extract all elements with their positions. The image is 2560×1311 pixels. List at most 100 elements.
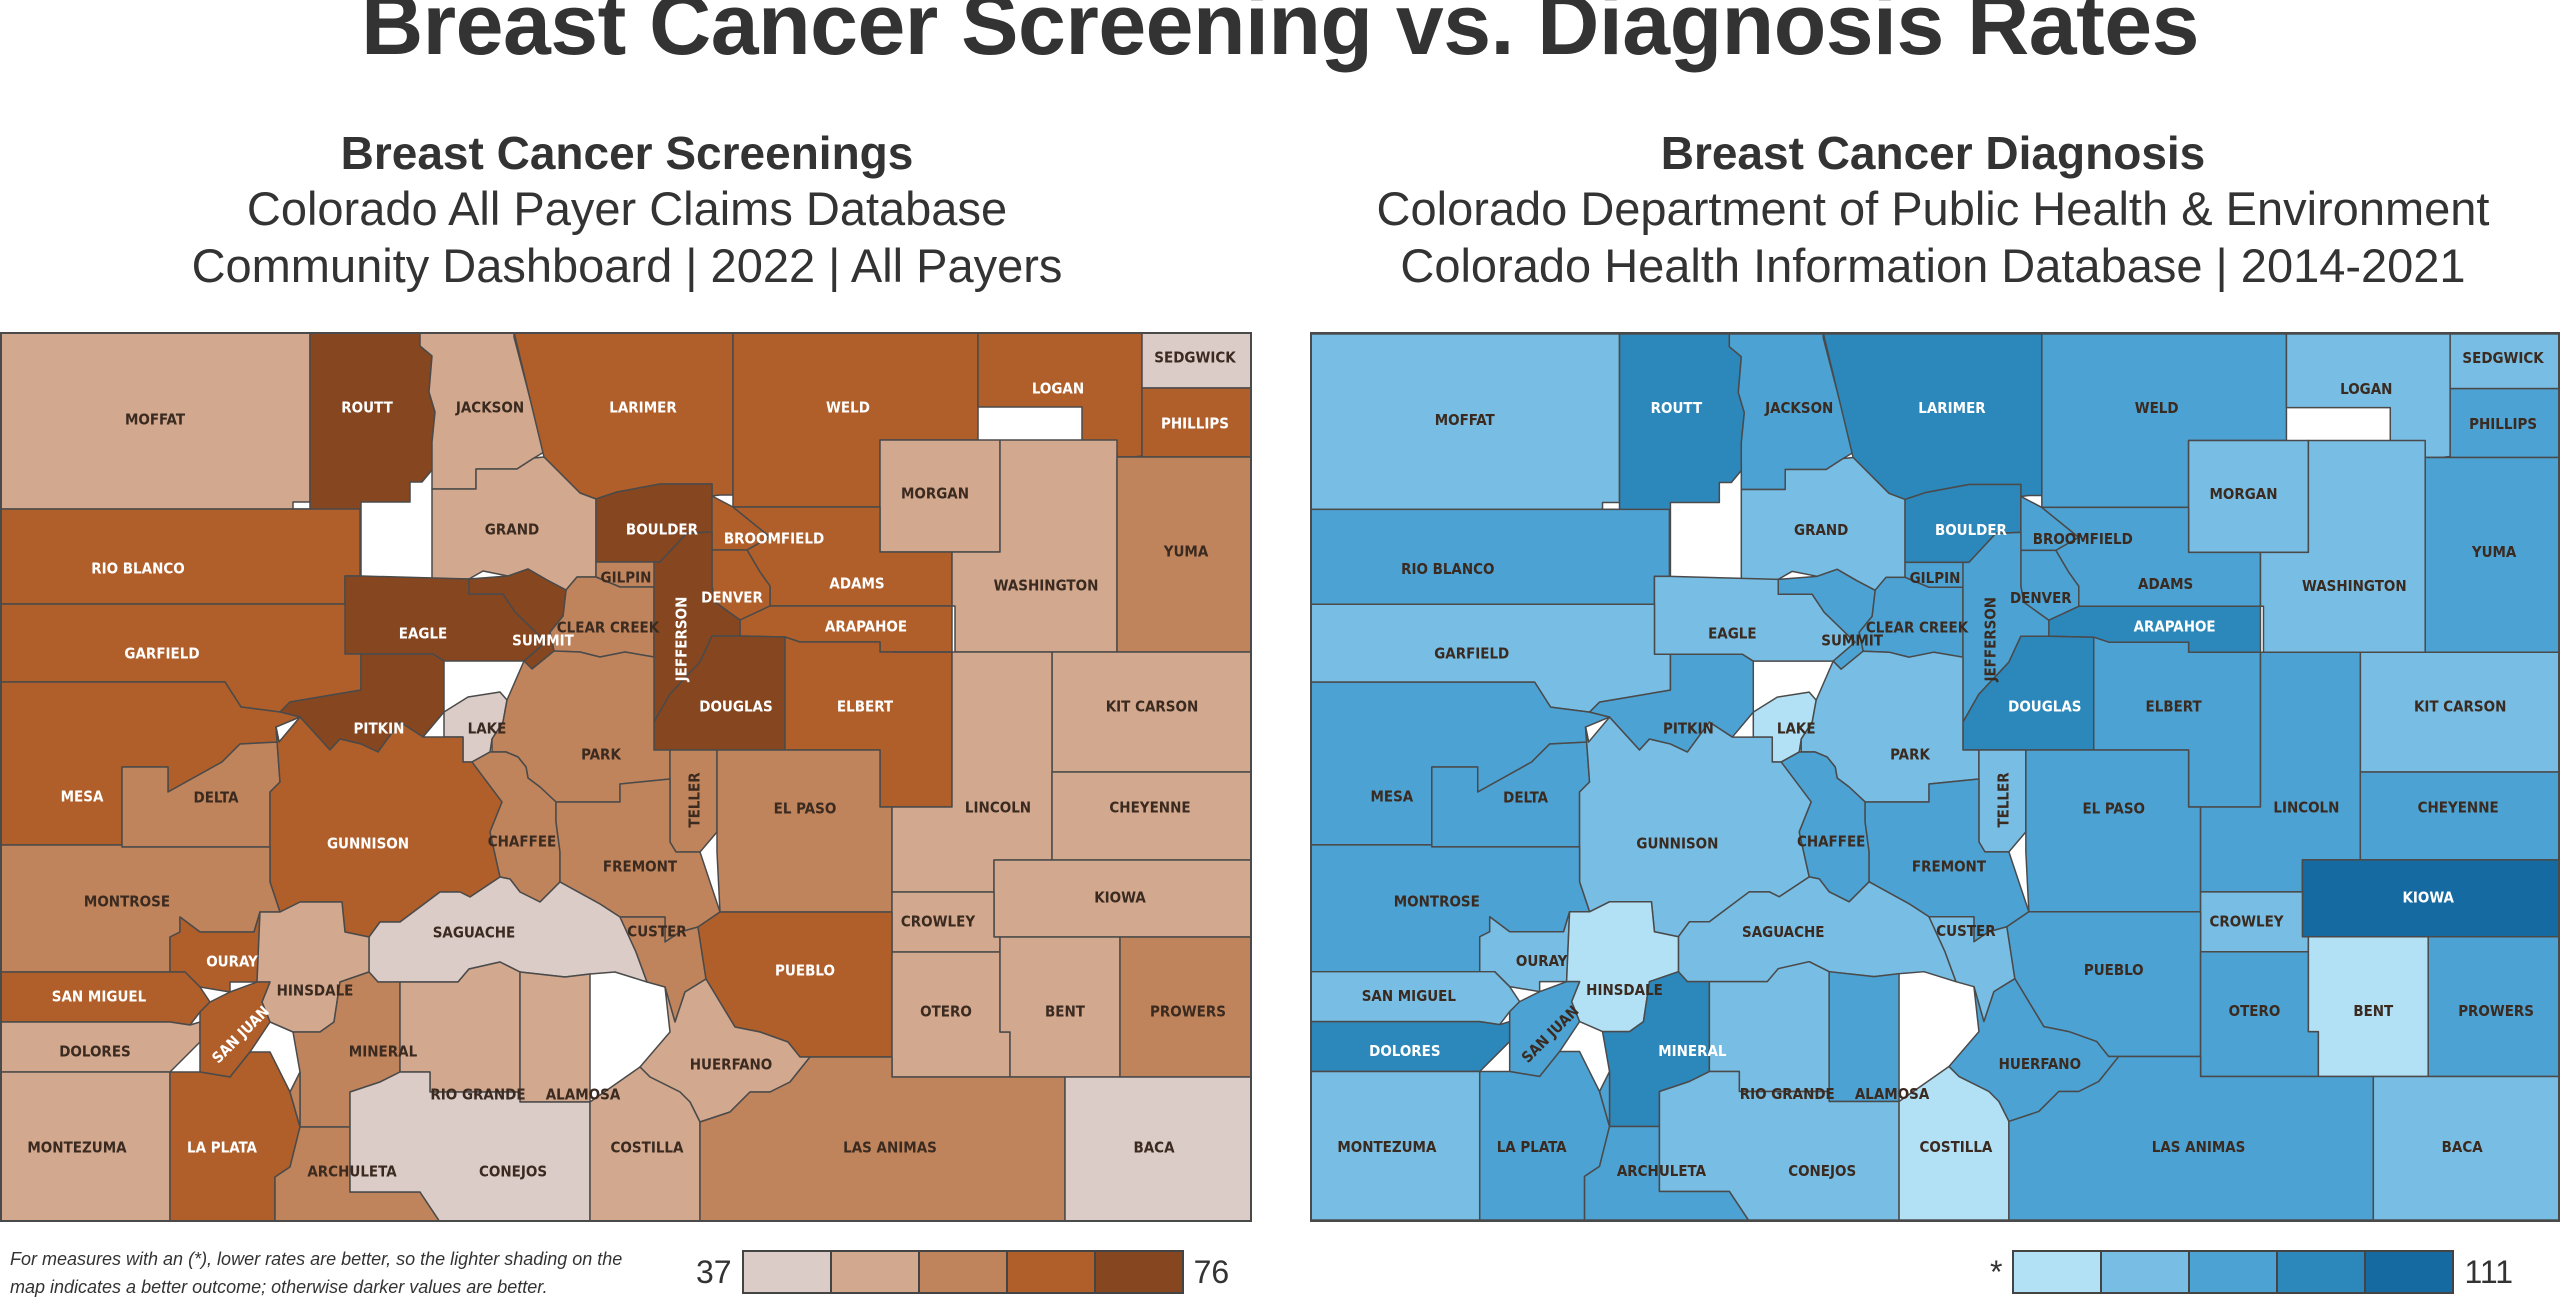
county-label-sedgwick: SEDGWICK: [1154, 349, 1236, 367]
county-baca: [1064, 1076, 1252, 1222]
county-label-montezuma: MONTEZUMA: [1337, 1138, 1437, 1156]
county-label-hinsdale: HINSDALE: [1586, 981, 1663, 999]
county-label-weld: WELD: [826, 399, 870, 417]
county-yuma: [2424, 456, 2560, 653]
county-label-yuma: YUMA: [2471, 543, 2517, 561]
county-prowers: [2427, 935, 2560, 1078]
county-label-cheyenne: CHEYENNE: [2418, 798, 2499, 816]
county-label-broomfield: BROOMFIELD: [2033, 530, 2133, 548]
county-label-larimer: LARIMER: [1918, 399, 1986, 417]
county-label-huerfano: HUERFANO: [1999, 1055, 2081, 1073]
county-alamosa: [1828, 970, 1900, 1103]
county-conejos: [349, 1071, 591, 1222]
county-label-pitkin: PITKIN: [1663, 720, 1714, 738]
county-sedgwick: [1141, 332, 1252, 389]
county-conejos: [1658, 1070, 1900, 1222]
county-las-animas: [699, 1056, 1066, 1222]
county-label-bent: BENT: [2353, 1002, 2394, 1020]
county-label-elbert: ELBERT: [837, 698, 894, 716]
county-label-eagle: EAGLE: [399, 625, 448, 643]
county-label-montezuma: MONTEZUMA: [27, 1139, 127, 1157]
county-label-teller: TELLER: [686, 772, 704, 828]
county-label-weld: WELD: [2135, 399, 2179, 417]
county-label-pitkin: PITKIN: [354, 720, 405, 738]
county-label-otero: OTERO: [2229, 1002, 2281, 1020]
county-label-hinsdale: HINSDALE: [277, 982, 354, 1000]
county-label-summit: SUMMIT: [1821, 632, 1883, 650]
county-label-eagle: EAGLE: [1708, 625, 1756, 643]
county-label-adams: ADAMS: [2138, 575, 2193, 593]
county-alamosa: [519, 971, 591, 1103]
county-label-clear-creek: CLEAR CREEK: [557, 619, 660, 637]
county-label-phillips: PHILLIPS: [2469, 415, 2537, 433]
county-label-archuleta: ARCHULETA: [307, 1163, 397, 1181]
county-label-rio-blanco: RIO BLANCO: [91, 560, 185, 578]
county-label-elbert: ELBERT: [2146, 698, 2203, 716]
county-costilla: [589, 1066, 701, 1222]
county-label-mesa: MESA: [1371, 787, 1414, 805]
county-label-jefferson: JEFFERSON: [673, 597, 691, 683]
county-label-kit-carson: KIT CARSON: [2414, 698, 2506, 716]
county-label-kiowa: KIOWA: [2402, 888, 2454, 906]
county-label-lincoln: LINCOLN: [965, 799, 1031, 817]
county-el-paso: [716, 749, 893, 913]
county-label-costilla: COSTILLA: [1920, 1138, 1993, 1156]
county-label-arapahoe: ARAPAHOE: [825, 618, 907, 636]
county-label-yuma: YUMA: [1163, 543, 1209, 561]
county-label-costilla: COSTILLA: [611, 1139, 685, 1157]
county-label-lincoln: LINCOLN: [2273, 798, 2339, 816]
county-label-logan: LOGAN: [2340, 380, 2392, 398]
diagnosis-source-line1: Colorado Department of Public Health & E…: [1376, 182, 2490, 236]
county-label-jefferson: JEFFERSON: [1981, 597, 1999, 683]
screening-map: MOFFAT ROUTT JACKSON LARIMER WELD LOGAN SEDGWI…: [0, 332, 1252, 1222]
county-label-el-paso: EL PASO: [2082, 799, 2145, 817]
county-label-custer: CUSTER: [627, 923, 687, 941]
diagnosis-legend-swatch: [2190, 1252, 2279, 1292]
county-label-la-plata: LA PLATA: [1497, 1138, 1567, 1156]
county-label-jackson: JACKSON: [1764, 399, 1833, 417]
county-label-gunnison: GUNNISON: [327, 835, 409, 853]
diagnosis-source-line2: Colorado Health Information Database | 2…: [1400, 238, 2466, 292]
county-label-las-animas: LAS ANIMAS: [2152, 1138, 2246, 1156]
county-label-routt: ROUTT: [1651, 399, 1703, 417]
footnote: For measures with an (*), lower rates ar…: [10, 1249, 623, 1297]
county-label-douglas: DOUGLAS: [2008, 698, 2081, 716]
county-label-dolores: DOLORES: [59, 1043, 131, 1061]
county-label-la-plata: LA PLATA: [187, 1139, 258, 1157]
county-san-juan: [1508, 980, 1581, 1078]
county-label-grand: GRAND: [485, 521, 539, 539]
county-label-pueblo: PUEBLO: [2084, 961, 2144, 979]
county-label-morgan: MORGAN: [2210, 485, 2278, 503]
diagnosis-legend-swatch: [2102, 1252, 2191, 1292]
county-moffat: [0, 332, 311, 510]
county-label-fremont: FREMONT: [603, 858, 678, 876]
county-label-crowley: CROWLEY: [901, 913, 975, 931]
county-label-las-animas: LAS ANIMAS: [843, 1139, 937, 1157]
county-label-phillips: PHILLIPS: [1161, 415, 1229, 433]
county-label-archuleta: ARCHULETA: [1617, 1162, 1707, 1180]
county-label-clear-creek: CLEAR CREEK: [1866, 619, 1969, 637]
diagnosis-legend-max: 111: [2464, 1253, 2514, 1290]
county-label-el-paso: EL PASO: [774, 800, 837, 818]
screening-legend-swatch: [743, 1252, 832, 1292]
screening-source-line1: Colorado All Payer Claims Database: [246, 182, 1008, 236]
county-label-gunnison: GUNNISON: [1636, 834, 1718, 852]
county-label-ouray: OURAY: [206, 953, 258, 971]
county-label-prowers: PROWERS: [2458, 1002, 2534, 1020]
county-label-mesa: MESA: [61, 788, 104, 806]
county-label-otero: OTERO: [920, 1003, 972, 1021]
county-label-denver: DENVER: [2010, 589, 2072, 607]
county-phillips: [1141, 387, 1252, 458]
county-label-douglas: DOUGLAS: [699, 698, 772, 716]
county-label-teller: TELLER: [1994, 772, 2012, 828]
county-label-washington: WASHINGTON: [2302, 577, 2407, 595]
county-label-garfield: GARFIELD: [1434, 645, 1509, 663]
county-label-san-miguel: SAN MIGUEL: [52, 988, 147, 1006]
screening-legend: 37 76: [696, 1250, 1229, 1294]
diagnosis-map: MOFFAT ROUTT JACKSON LARIMER WELD LOGAN SEDGWI…: [1310, 332, 2560, 1222]
diagnosis-legend-swatch: [2366, 1252, 2453, 1292]
county-label-montrose: MONTROSE: [84, 893, 170, 911]
county-label-bent: BENT: [1045, 1003, 1086, 1021]
county-label-montrose: MONTROSE: [1394, 892, 1480, 910]
county-label-mineral: MINERAL: [1658, 1042, 1727, 1060]
